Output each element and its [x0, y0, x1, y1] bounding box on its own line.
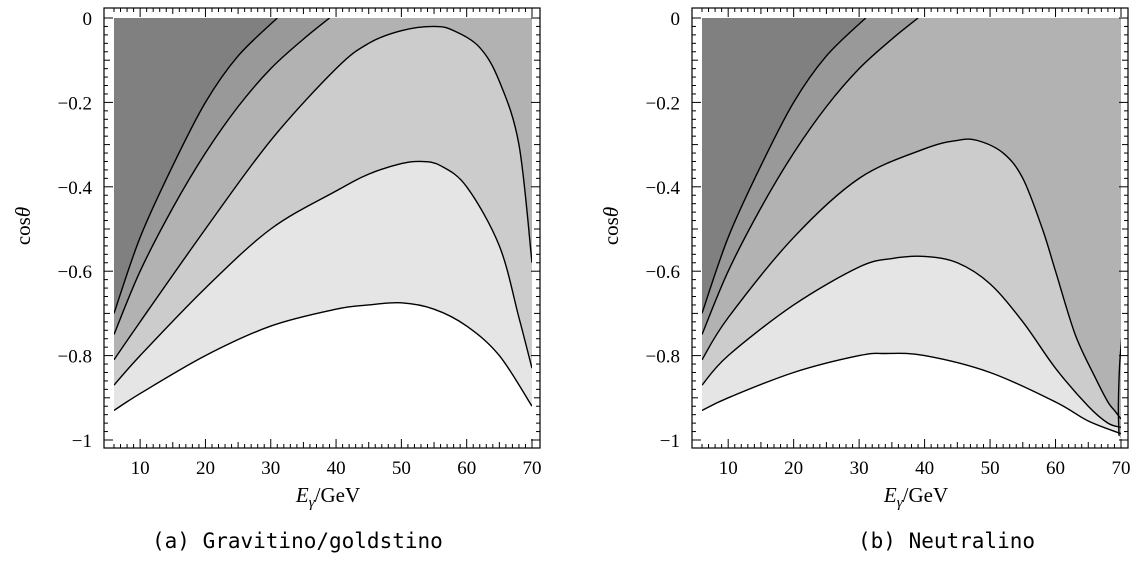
- y-tick-label: −0.2: [646, 93, 680, 114]
- x-tick-label: 30: [850, 458, 869, 479]
- x-axis-unit: /GeV: [903, 483, 949, 507]
- contour-lines: [114, 18, 532, 412]
- x-tick-label: 10: [719, 458, 738, 479]
- contour-line-5: [114, 301, 532, 412]
- x-axis-title: Eγ/GeV: [295, 483, 360, 511]
- contour-line-5: [702, 352, 1121, 435]
- region-level-2: [114, 18, 532, 335]
- ticks: 10 20 30 40 50 60 70 0 −0.2 −0.4 −0.6 −0.8 −1: [58, 8, 542, 479]
- y-axis-func: cos: [599, 217, 623, 245]
- contour-line-1: [114, 18, 278, 314]
- contour-line-1: [702, 18, 867, 314]
- x-tick-label: 70: [1112, 458, 1131, 479]
- contour-line-2: [114, 18, 330, 335]
- x-tick-label: 40: [327, 458, 346, 479]
- panel-caption: (a) Gravitino/goldstino: [152, 529, 443, 553]
- x-axis-symbol: E: [295, 483, 309, 507]
- x-tick-label: 70: [523, 458, 542, 479]
- x-tick-label: 10: [131, 458, 150, 479]
- y-axis-title: cosθ: [599, 207, 623, 245]
- panel-neutralino: 10 20 30 40 50 60 70 0 −0.2 −0.4 −0.6 −0.8 −1 Eγ/GeV c…: [599, 7, 1131, 553]
- y-tick-label: −0.4: [58, 178, 93, 199]
- y-tick-label: −0.8: [646, 347, 680, 368]
- contour-line-3: [702, 138, 1121, 420]
- y-axis-symbol: θ: [599, 207, 623, 217]
- x-axis-symbol: E: [883, 483, 897, 507]
- x-tick-label: 20: [196, 458, 215, 479]
- x-tick-label: 40: [915, 458, 934, 479]
- x-axis-title: Eγ/GeV: [883, 483, 948, 511]
- region-level-1: [114, 18, 532, 314]
- y-tick-label: −0.6: [646, 262, 680, 283]
- contour-regions: [114, 18, 532, 440]
- contour-line-4: [114, 160, 532, 386]
- region-level-2: [702, 18, 1121, 335]
- contour-line-extra-1: [1117, 338, 1121, 436]
- x-tick-label: 50: [392, 458, 411, 479]
- x-axis-subscript: γ: [309, 495, 316, 511]
- panel-gravitino: 10 20 30 40 50 60 70 0 −0.2 −0.4 −0.6 −0.8 −1 Eγ/GeV c…: [11, 7, 542, 553]
- y-tick-label: 0: [671, 9, 681, 30]
- y-tick-label: −1: [72, 431, 92, 452]
- y-tick-label: 0: [83, 9, 93, 30]
- contour-lines: [702, 18, 1121, 436]
- x-axis-unit: /GeV: [315, 483, 361, 507]
- contour-line-2: [702, 18, 919, 335]
- x-tick-label: 20: [784, 458, 803, 479]
- panel-caption: (b) Neutralino: [858, 529, 1035, 553]
- y-tick-label: −0.8: [58, 347, 92, 368]
- plot-frame: [103, 7, 541, 449]
- contour-line-3: [114, 25, 532, 361]
- region-level-1: [702, 18, 1121, 314]
- x-tick-label: 50: [981, 458, 1000, 479]
- x-tick-label: 30: [261, 458, 280, 479]
- y-axis-symbol: θ: [11, 207, 35, 217]
- plot-frame: [691, 7, 1129, 449]
- y-tick-label: −1: [660, 431, 680, 452]
- y-axis-func: cos: [11, 217, 35, 245]
- y-tick-label: −0.6: [58, 262, 92, 283]
- contour-line-4: [702, 255, 1121, 429]
- x-tick-label: 60: [457, 458, 476, 479]
- ticks: 10 20 30 40 50 60 70 0 −0.2 −0.4 −0.6 −0.8 −1: [646, 8, 1131, 479]
- y-tick-label: −0.4: [646, 178, 681, 199]
- x-tick-label: 60: [1046, 458, 1065, 479]
- y-tick-label: −0.2: [58, 93, 92, 114]
- y-axis-title: cosθ: [11, 207, 35, 245]
- x-axis-subscript: γ: [897, 495, 904, 511]
- contour-regions: [702, 18, 1121, 440]
